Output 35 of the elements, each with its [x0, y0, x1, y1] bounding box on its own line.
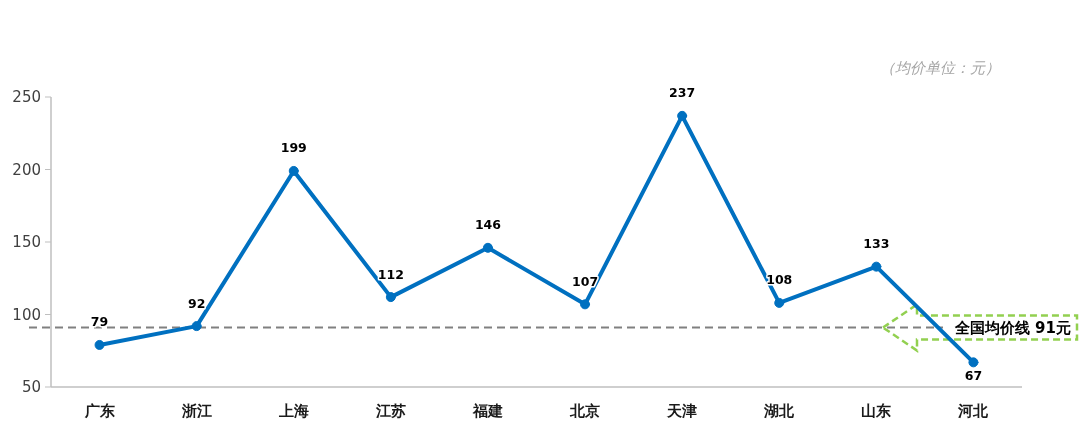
x-tick-label: 福建 — [471, 401, 503, 420]
point — [191, 321, 202, 332]
text: （均价单位：元） — [880, 59, 1000, 78]
x-tick-label: 广东 — [83, 401, 115, 420]
x-tick-label: 湖北 — [763, 401, 796, 420]
data-label: 237 — [669, 85, 696, 101]
y-tick-label: 50 — [21, 378, 41, 397]
x-tick-label: 北京 — [569, 401, 601, 420]
data-label: 146 — [474, 217, 502, 233]
x-tick-label: 江苏 — [374, 401, 406, 420]
x-tick-label: 浙江 — [180, 401, 212, 420]
data-label: 112 — [377, 266, 404, 282]
x-tick-label: 天津 — [666, 401, 698, 420]
y-tick-label: 250 — [12, 88, 41, 107]
point — [871, 261, 882, 272]
point — [94, 339, 105, 350]
x-tick-label: 山东 — [861, 401, 892, 420]
data-label: 92 — [187, 295, 206, 311]
data-label: 67 — [964, 367, 983, 383]
x-tick-label: 河北 — [957, 401, 990, 420]
data-label: 199 — [280, 140, 307, 156]
point — [288, 165, 299, 176]
data-label: 79 — [90, 314, 109, 330]
point — [385, 292, 396, 303]
ref-line-label: 全国均价线 91元 — [953, 318, 1071, 337]
y-tick-label: 100 — [12, 305, 41, 324]
point — [774, 297, 785, 308]
point — [580, 299, 591, 310]
x-tick-label: 上海 — [277, 401, 309, 420]
y-tick-label: 150 — [12, 233, 41, 252]
point — [677, 110, 688, 121]
point — [968, 357, 979, 368]
data-label: 133 — [863, 236, 890, 252]
point — [482, 242, 493, 253]
y-tick-label: 200 — [12, 160, 41, 179]
